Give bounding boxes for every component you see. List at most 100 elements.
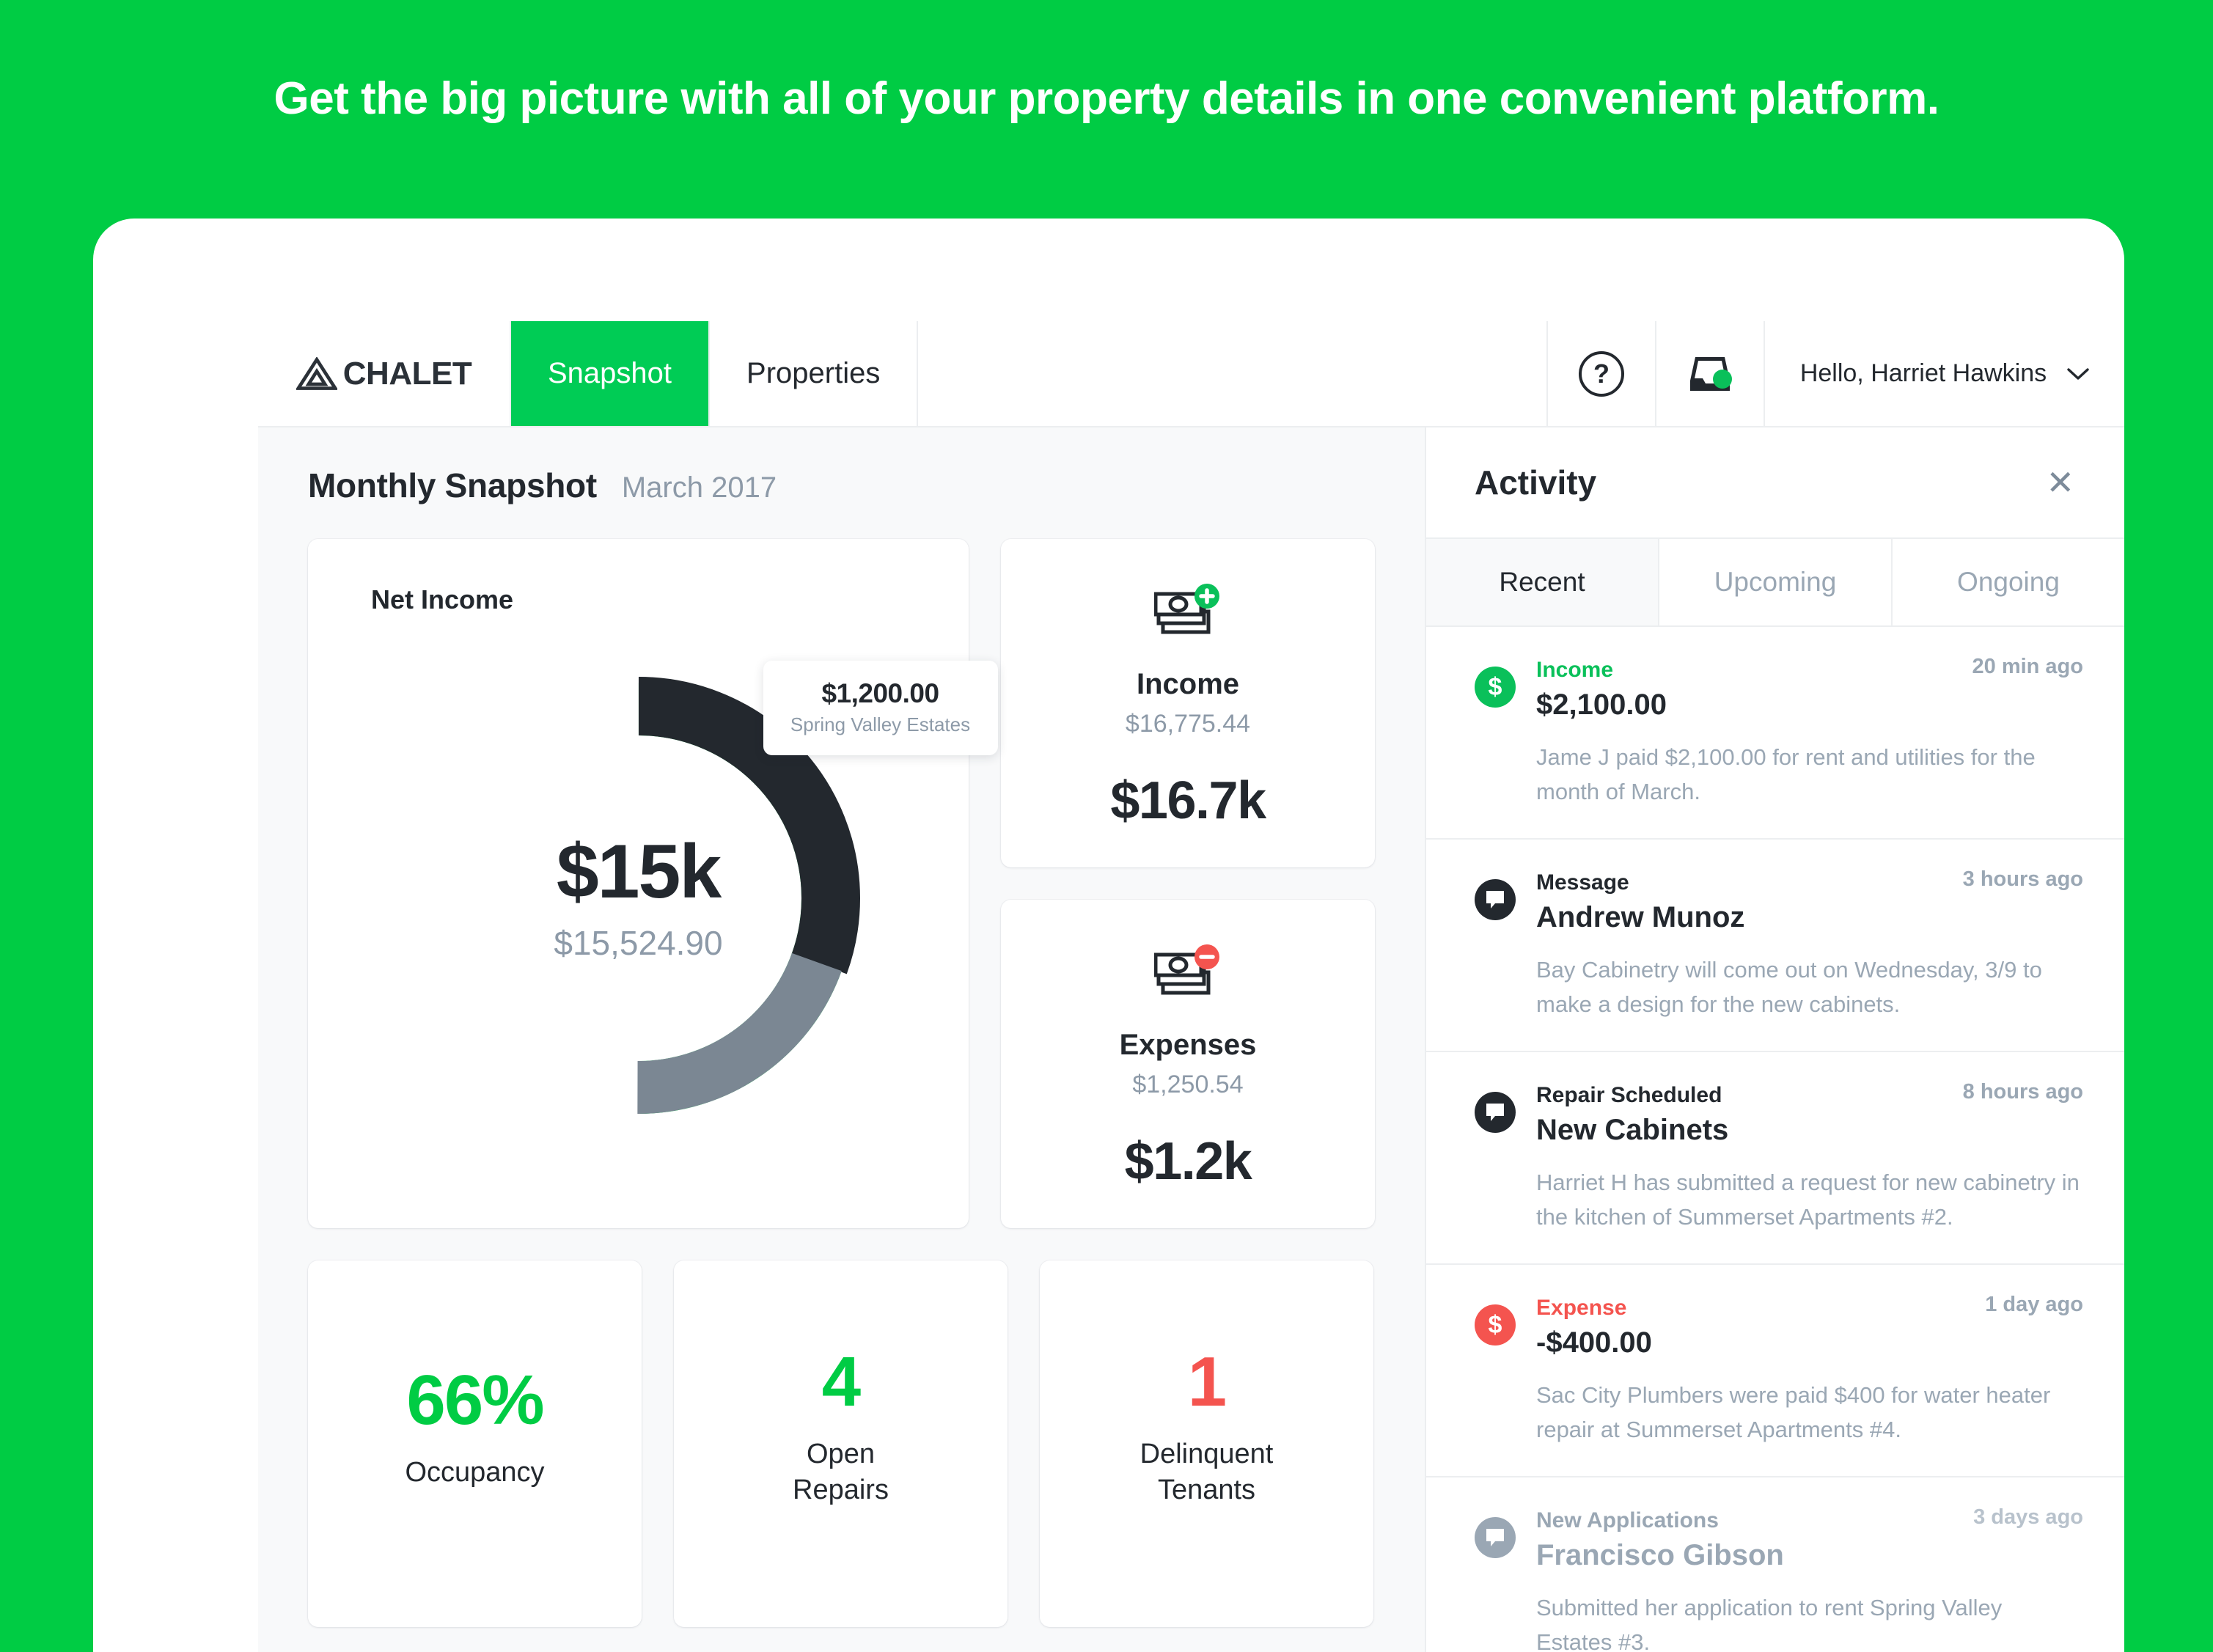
- brand-name: CHALET: [342, 355, 472, 392]
- tab-ongoing[interactable]: Ongoing: [1893, 539, 2124, 625]
- income-value: $16.7k: [1110, 771, 1266, 830]
- expenses-card: Expenses $1,250.54 $1.2k: [1001, 900, 1375, 1228]
- user-greeting: Hello, Harriet Hawkins: [1799, 359, 2047, 387]
- snapshot-month: March 2017: [621, 471, 777, 504]
- tooltip-amount: $1,200.00: [821, 678, 939, 708]
- activity-item-main: $2,100.00: [1536, 689, 1667, 721]
- snapshot-stats-row: 66% Occupancy 4 Open Repairs 1 Delinq: [308, 1260, 1375, 1627]
- activity-header: Activity ✕: [1426, 427, 2124, 539]
- activity-item-desc: Bay Cabinetry will come out on Wednesday…: [1536, 957, 2042, 1017]
- activity-item-kind: Income: [1536, 658, 1614, 682]
- activity-item-main: Francisco Gibson: [1536, 1539, 1784, 1571]
- net-income-card: Net Income: [308, 539, 998, 1228]
- open-repairs-label-line1: Open: [807, 1439, 875, 1470]
- activity-title: Activity: [1475, 463, 1597, 502]
- page-title: Monthly Snapshot: [308, 466, 597, 504]
- tab-recent[interactable]: Recent: [1426, 539, 1659, 625]
- occupancy-card: 66% Occupancy: [308, 1260, 642, 1627]
- open-repairs-label-line2: Repairs: [793, 1475, 889, 1505]
- activity-list: $ Income $2,100.00 Jame J paid $2,100.00…: [1426, 627, 2124, 1652]
- delinquent-tenants-label: Delinquent Tenants: [1140, 1436, 1274, 1508]
- tab-properties[interactable]: Properties: [710, 321, 919, 426]
- activity-item-kind: Message: [1536, 870, 1629, 895]
- close-icon[interactable]: ✕: [2046, 463, 2074, 502]
- activity-item-main: Andrew Munoz: [1536, 901, 1745, 933]
- dollar-icon: $: [1475, 667, 1516, 708]
- net-income-donut-chart[interactable]: $15k $15,524.90 $1,200.00 Spring Valley …: [397, 656, 998, 1140]
- delinquent-tenants-card: 1 Delinquent Tenants: [1040, 1260, 1373, 1627]
- open-repairs-label: Open Repairs: [793, 1436, 889, 1508]
- donut-svg: [416, 677, 860, 1120]
- tab-ongoing-label: Ongoing: [1957, 567, 2060, 597]
- activity-item-body: New Applications Francisco Gibson Submit…: [1536, 1508, 2083, 1652]
- dollar-glyph: $: [1488, 673, 1502, 701]
- activity-item-body: Message Andrew Munoz Bay Cabinetry will …: [1536, 870, 2083, 1021]
- list-item[interactable]: $ Expense -$400.00 Sac City Plumbers wer…: [1426, 1265, 2124, 1477]
- brand-logo[interactable]: CHALET: [258, 321, 511, 426]
- tab-upcoming-label: Upcoming: [1714, 567, 1837, 597]
- activity-item-body: Income $2,100.00 Jame J paid $2,100.00 f…: [1536, 658, 2083, 809]
- message-icon: [1475, 1517, 1516, 1558]
- tab-snapshot[interactable]: Snapshot: [511, 321, 711, 426]
- expenses-exact: $1,250.54: [1132, 1070, 1244, 1098]
- open-repairs-card: 4 Open Repairs: [674, 1260, 1008, 1627]
- tab-upcoming[interactable]: Upcoming: [1659, 539, 1893, 625]
- activity-item-kind: New Applications: [1536, 1508, 1719, 1532]
- tooltip-property: Spring Valley Estates: [790, 713, 971, 735]
- list-item[interactable]: $ Income $2,100.00 Jame J paid $2,100.00…: [1426, 627, 2124, 840]
- expenses-title: Expenses: [1119, 1028, 1257, 1061]
- help-icon: ?: [1579, 350, 1624, 397]
- income-exact: $16,775.44: [1125, 709, 1251, 738]
- list-item[interactable]: New Applications Francisco Gibson Submit…: [1426, 1477, 2124, 1652]
- money-plus-icon: [1153, 583, 1222, 643]
- list-item[interactable]: Message Andrew Munoz Bay Cabinetry will …: [1426, 840, 2124, 1052]
- income-title: Income: [1136, 667, 1240, 700]
- kpi-column: Income $16,775.44 $16.7k: [1001, 539, 1375, 1228]
- activity-item-desc: Sac City Plumbers were paid $400 for wat…: [1536, 1382, 2051, 1442]
- app-body: Monthly Snapshot March 2017 Net Income: [258, 427, 2124, 1652]
- activity-item-kind: Repair Scheduled: [1536, 1083, 1722, 1107]
- help-button[interactable]: ?: [1548, 321, 1656, 426]
- occupancy-label: Occupancy: [405, 1456, 545, 1488]
- snapshot-header: Monthly Snapshot March 2017: [308, 466, 1375, 505]
- list-item[interactable]: Repair Scheduled New Cabinets Harriet H …: [1426, 1052, 2124, 1265]
- inbox-button[interactable]: [1656, 321, 1765, 426]
- activity-item-kind: Expense: [1536, 1296, 1627, 1320]
- browser-window: CHALET Snapshot Properties ?: [93, 219, 2124, 1652]
- activity-item-desc: Submitted her application to rent Spring…: [1536, 1595, 2003, 1652]
- message-icon: [1475, 1092, 1516, 1133]
- activity-item-desc: Harriet H has submitted a request for ne…: [1536, 1170, 2080, 1230]
- delinquent-tenants-label-line1: Delinquent: [1139, 1439, 1274, 1470]
- snapshot-pane: Monthly Snapshot March 2017 Net Income: [258, 427, 1426, 1652]
- marketing-headline: Get the big picture with all of your pro…: [274, 73, 1939, 124]
- message-icon: [1475, 879, 1516, 920]
- occupancy-value: 66%: [406, 1360, 544, 1439]
- delinquent-tenants-label-line2: Tenants: [1157, 1475, 1256, 1505]
- income-card: Income $16,775.44 $16.7k: [1001, 539, 1375, 867]
- open-repairs-value: 4: [821, 1343, 861, 1422]
- chalet-triangle-icon: [296, 356, 337, 390]
- nav-spacer: [918, 321, 1548, 426]
- user-menu[interactable]: Hello, Harriet Hawkins: [1765, 321, 2124, 426]
- donut-tooltip: $1,200.00 Spring Valley Estates: [763, 661, 998, 755]
- activity-item-main: New Cabinets: [1536, 1114, 1729, 1146]
- chevron-down-icon: [2067, 367, 2089, 380]
- activity-pane: Activity ✕ Recent Upcoming Ongoing: [1426, 427, 2124, 1652]
- tab-snapshot-label: Snapshot: [548, 357, 672, 389]
- activity-item-time: 20 min ago: [1972, 655, 2084, 678]
- help-glyph: ?: [1593, 358, 1610, 389]
- activity-item-time: 3 days ago: [1973, 1505, 2083, 1529]
- activity-tabs: Recent Upcoming Ongoing: [1426, 539, 2124, 627]
- activity-item-main: -$400.00: [1536, 1326, 1652, 1359]
- activity-item-desc: Jame J paid $2,100.00 for rent and utili…: [1536, 744, 2036, 804]
- tab-properties-label: Properties: [746, 357, 881, 389]
- activity-item-body: Expense -$400.00 Sac City Plumbers were …: [1536, 1296, 2083, 1447]
- activity-item-time: 8 hours ago: [1962, 1080, 2083, 1104]
- dollar-icon: $: [1475, 1304, 1516, 1346]
- dollar-glyph: $: [1488, 1311, 1502, 1339]
- delinquent-tenants-value: 1: [1187, 1343, 1227, 1422]
- top-navigation: CHALET Snapshot Properties ?: [258, 321, 2124, 427]
- activity-item-time: 1 day ago: [1985, 1293, 2083, 1316]
- activity-item-body: Repair Scheduled New Cabinets Harriet H …: [1536, 1083, 2083, 1234]
